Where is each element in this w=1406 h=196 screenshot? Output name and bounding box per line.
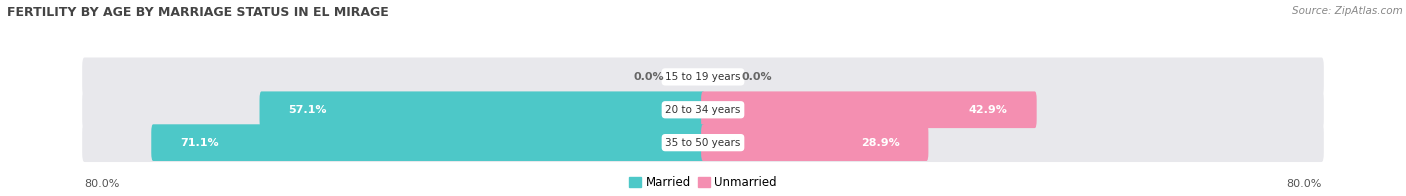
- Text: 80.0%: 80.0%: [1286, 179, 1322, 189]
- Text: Source: ZipAtlas.com: Source: ZipAtlas.com: [1292, 6, 1403, 16]
- Text: 80.0%: 80.0%: [84, 179, 120, 189]
- FancyBboxPatch shape: [702, 91, 1036, 128]
- FancyBboxPatch shape: [82, 123, 1324, 162]
- Text: 57.1%: 57.1%: [288, 105, 328, 115]
- FancyBboxPatch shape: [82, 90, 1324, 129]
- Text: 71.1%: 71.1%: [180, 138, 219, 148]
- FancyBboxPatch shape: [152, 124, 704, 161]
- Text: 20 to 34 years: 20 to 34 years: [665, 105, 741, 115]
- Legend: Married, Unmarried: Married, Unmarried: [624, 172, 782, 194]
- Text: 0.0%: 0.0%: [742, 72, 772, 82]
- Text: 0.0%: 0.0%: [634, 72, 665, 82]
- FancyBboxPatch shape: [260, 91, 704, 128]
- Text: 35 to 50 years: 35 to 50 years: [665, 138, 741, 148]
- Text: 15 to 19 years: 15 to 19 years: [665, 72, 741, 82]
- Text: 42.9%: 42.9%: [969, 105, 1008, 115]
- Text: FERTILITY BY AGE BY MARRIAGE STATUS IN EL MIRAGE: FERTILITY BY AGE BY MARRIAGE STATUS IN E…: [7, 6, 389, 19]
- Text: 28.9%: 28.9%: [860, 138, 900, 148]
- FancyBboxPatch shape: [82, 57, 1324, 96]
- FancyBboxPatch shape: [702, 124, 928, 161]
